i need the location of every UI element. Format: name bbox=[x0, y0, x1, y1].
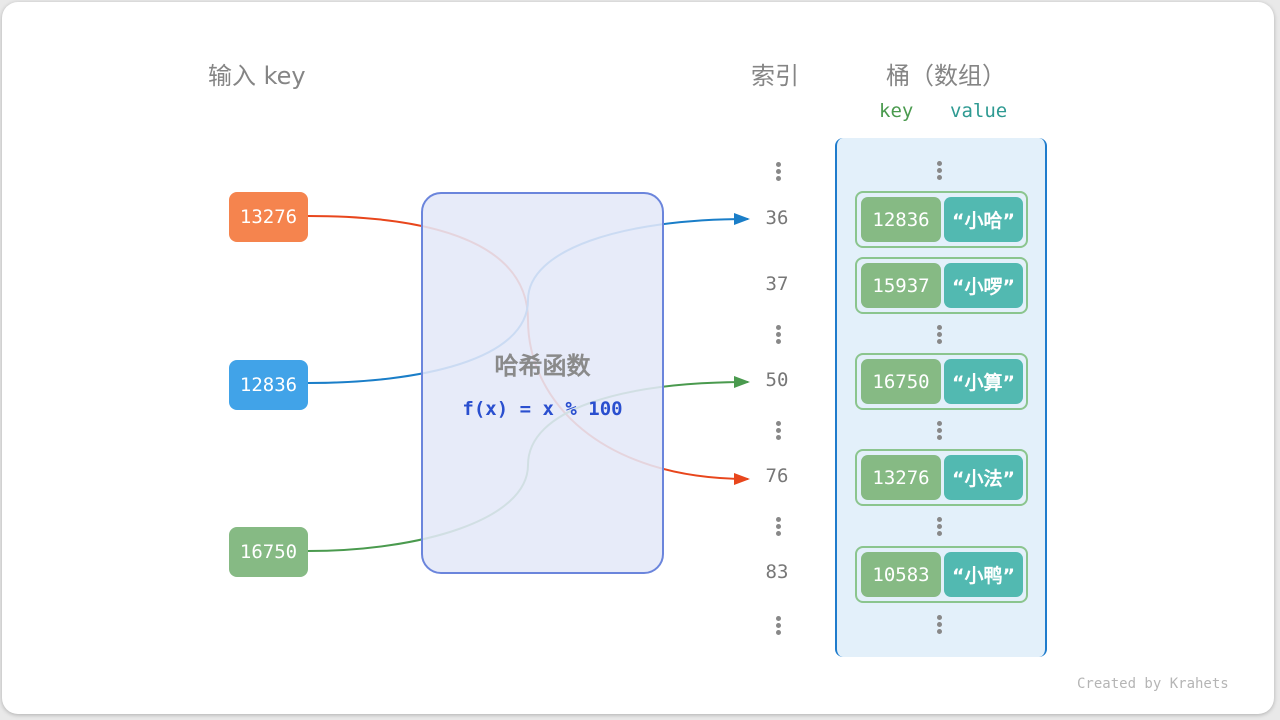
entry-key: 16750 bbox=[861, 359, 941, 404]
ellipsis-icon bbox=[776, 517, 782, 538]
input-key-header: 输入 key bbox=[208, 62, 306, 90]
credit-text: Created by Krahets bbox=[1077, 676, 1229, 692]
ellipsis-icon bbox=[776, 421, 782, 442]
input-key-13276: 13276 bbox=[229, 192, 308, 242]
index-50: 50 bbox=[765, 369, 789, 391]
input-key-12836: 12836 bbox=[229, 360, 308, 410]
ellipsis-icon bbox=[776, 162, 782, 183]
ellipsis-icon bbox=[776, 325, 782, 346]
hash-function-box: 哈希函数 f(x) = x % 100 bbox=[421, 192, 664, 574]
entry-value: “小算” bbox=[944, 359, 1023, 404]
entry-value: “小啰” bbox=[944, 263, 1023, 308]
bucket-entry: 12836 “小哈” bbox=[855, 191, 1028, 248]
index-37: 37 bbox=[765, 273, 789, 295]
input-key-16750: 16750 bbox=[229, 527, 308, 577]
value-column-label: value bbox=[950, 100, 1008, 122]
bucket-entry: 10583 “小鸭” bbox=[855, 546, 1028, 603]
entry-value: “小鸭” bbox=[944, 552, 1023, 597]
entry-key: 12836 bbox=[861, 197, 941, 242]
bucket-entry: 15937 “小啰” bbox=[855, 257, 1028, 314]
ellipsis-icon bbox=[937, 325, 943, 346]
hash-function-title: 哈希函数 bbox=[494, 352, 591, 380]
entry-key: 13276 bbox=[861, 455, 941, 500]
index-header: 索引 bbox=[751, 62, 799, 90]
bucket-entry: 16750 “小算” bbox=[855, 353, 1028, 410]
entry-value: “小哈” bbox=[944, 197, 1023, 242]
entry-key: 10583 bbox=[861, 552, 941, 597]
bucket-entry: 13276 “小法” bbox=[855, 449, 1028, 506]
ellipsis-icon bbox=[937, 161, 943, 182]
index-76: 76 bbox=[765, 465, 789, 487]
ellipsis-icon bbox=[776, 616, 782, 637]
bucket-header: 桶（数组） bbox=[886, 62, 1006, 90]
ellipsis-icon bbox=[937, 615, 943, 636]
key-column-label: key bbox=[879, 100, 914, 122]
index-83: 83 bbox=[765, 561, 789, 583]
ellipsis-icon bbox=[937, 517, 943, 538]
ellipsis-icon bbox=[937, 421, 943, 442]
entry-value: “小法” bbox=[944, 455, 1023, 500]
entry-key: 15937 bbox=[861, 263, 941, 308]
index-36: 36 bbox=[765, 207, 789, 229]
hash-function-formula: f(x) = x % 100 bbox=[462, 398, 623, 420]
